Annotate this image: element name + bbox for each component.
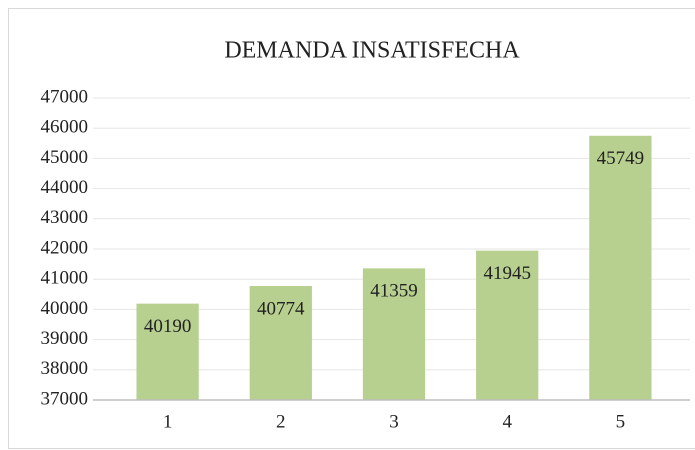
x-tick-label: 3 bbox=[389, 411, 399, 432]
data-label: 41945 bbox=[483, 263, 531, 284]
data-label: 40774 bbox=[257, 298, 305, 319]
y-tick-label: 44000 bbox=[41, 177, 89, 198]
y-tick-label: 46000 bbox=[41, 117, 89, 138]
chart-title: DEMANDA INSATISFECHA bbox=[224, 38, 520, 64]
bar bbox=[362, 268, 426, 400]
y-tick-label: 41000 bbox=[41, 268, 89, 289]
bar bbox=[476, 250, 539, 400]
bar bbox=[136, 303, 199, 400]
bar bbox=[249, 286, 312, 400]
y-tick-label: 47000 bbox=[41, 86, 89, 107]
bar bbox=[589, 135, 652, 400]
data-label: 40190 bbox=[144, 316, 192, 337]
chart-border bbox=[8, 8, 695, 449]
x-tick-label: 5 bbox=[616, 411, 626, 432]
y-tick-label: 40000 bbox=[41, 298, 89, 319]
y-tick-label: 43000 bbox=[41, 207, 89, 228]
data-label: 45749 bbox=[597, 148, 645, 169]
x-tick-label: 2 bbox=[276, 411, 286, 432]
y-tick-label: 42000 bbox=[41, 237, 89, 258]
y-tick-label: 45000 bbox=[41, 147, 89, 168]
data-label: 41359 bbox=[370, 281, 418, 302]
y-tick-label: 39000 bbox=[41, 328, 89, 349]
x-tick-label: 1 bbox=[163, 411, 173, 432]
x-tick-label: 4 bbox=[502, 411, 512, 432]
y-tick-label: 37000 bbox=[41, 388, 89, 409]
y-tick-label: 38000 bbox=[41, 358, 89, 379]
